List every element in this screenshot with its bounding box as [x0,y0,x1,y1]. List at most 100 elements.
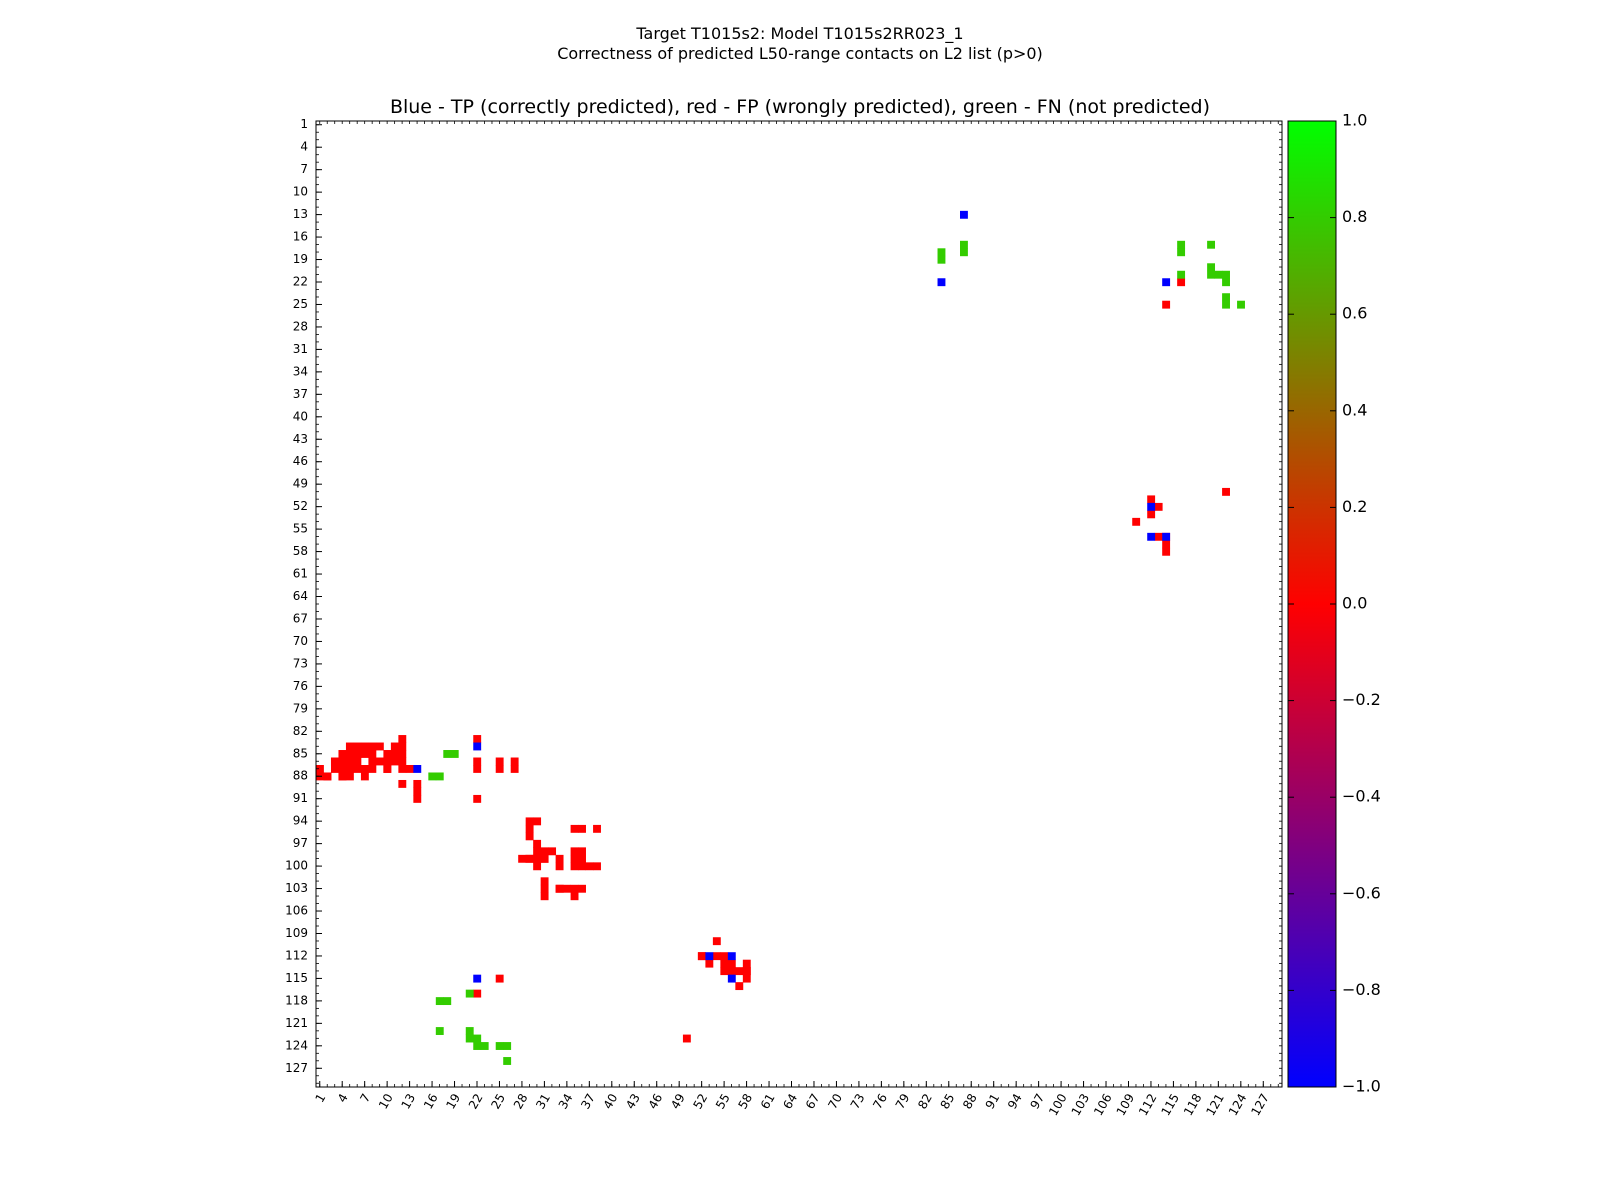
contact-cell-fp [405,765,414,773]
contact-cell-fp [570,892,579,901]
x-tick-label: 31 [533,1091,553,1111]
plot-frame [315,120,1283,1088]
contact-cell-fn [1177,240,1186,249]
contact-cell-fp [495,765,504,773]
contact-cell-fp [570,862,579,871]
x-tick-label: 124 [1226,1091,1250,1118]
contact-cell-tp [705,952,714,961]
contact-cell-fp [338,757,347,766]
x-axis: 1 4 7 10 13 16 19 22 25 28 31 34 37 40 43 46 49 52 55 58 61 6… [312,121,1279,1118]
y-tick-label: 52 [293,499,308,513]
contact-cell-fp [398,779,407,788]
contact-cell-fn [1222,293,1230,302]
contact-cell-fp [360,772,369,781]
colorbar-tick-label: −0.4 [1342,787,1381,806]
contact-cell-fp [682,1034,691,1043]
contact-cell-fp [533,854,542,863]
contact-cell-tp [473,974,482,983]
contact-cell-fp [697,952,706,961]
contact-cell-tp [1162,278,1171,287]
contact-cell-fp [360,750,369,758]
y-tick-label: 121 [285,1016,308,1030]
contact-cell-fp [735,982,744,991]
contact-cell-fp [555,854,564,863]
contact-cell-fp [533,847,542,856]
x-tick-label: 88 [960,1091,980,1111]
contact-cell-fn [428,772,437,781]
contact-cell-fp [533,862,542,871]
contact-cell-fp [360,765,369,773]
contact-cell-fp [383,765,392,773]
contact-cell-fp [323,772,332,781]
y-tick-label: 103 [285,881,308,895]
contact-cell-fp [712,937,721,946]
contact-cell-fp [548,847,557,856]
contact-cell-fp [533,839,542,848]
x-tick-label: 19 [443,1091,463,1111]
contact-cell-fn [503,1042,512,1050]
x-tick-label: 22 [466,1091,486,1111]
contact-cell-fp [712,952,721,961]
x-tick-label: 25 [488,1091,508,1111]
contact-cell-fp [578,884,586,893]
x-tick-label: 97 [1027,1091,1047,1111]
contact-cell-fp [525,824,534,833]
contact-cell-fp [473,757,482,766]
y-tick-label: 79 [293,701,308,715]
x-tick-label: 67 [803,1091,823,1111]
contact-cell-fp [368,765,377,773]
contact-cell-fn [1207,263,1216,272]
x-tick-label: 10 [376,1091,396,1111]
contact-cell-tp [960,210,968,219]
contact-cell-fn [1222,270,1230,279]
y-tick-label: 106 [285,904,308,918]
contact-cell-fp [570,854,579,863]
contact-cell-fn [1222,300,1230,309]
contact-cell-fp [727,967,736,976]
contact-cell-fn [435,997,444,1006]
contact-cell-fn [443,997,452,1006]
y-tick-label: 64 [293,589,308,603]
contact-cell-fp [593,824,601,833]
y-tick-label: 43 [293,432,308,446]
x-tick-label: 121 [1203,1091,1227,1118]
contact-cell-fn [450,750,459,758]
colorbar-tick-label: 0.0 [1342,594,1367,613]
y-tick-label: 37 [293,387,308,401]
contact-cell-fp [390,750,399,758]
contact-cell-fp [593,862,601,871]
contact-cell-tp [1162,532,1171,541]
contact-cell-fn [503,1057,512,1065]
x-tick-label: 73 [848,1091,868,1111]
contact-cell-fn [435,772,444,781]
contact-cell-fp [330,757,339,766]
contact-cell-fp [413,779,422,788]
contact-cell-fp [720,952,729,961]
contact-cell-fp [338,750,347,758]
contact-cell-fn [960,240,968,249]
contact-cell-fp [1162,540,1171,549]
contact-cell-fp [555,862,564,871]
y-tick-label: 73 [293,656,308,670]
contact-cell-fp [398,742,407,751]
x-tick-label: 1 [312,1091,328,1105]
y-tick-label: 13 [293,207,308,221]
contact-cell-fp [383,757,392,766]
x-tick-label: 106 [1091,1091,1115,1118]
contact-cell-fp [563,884,572,893]
contact-cell-fp [345,772,354,781]
contact-cell-fp [1162,547,1171,556]
y-tick-label: 10 [293,185,308,199]
contact-cell-fp [570,884,579,893]
contact-cell-fp [345,742,354,751]
contact-cell-fp [345,757,354,766]
contact-cell-fp [398,735,407,743]
contact-cell-fn [443,750,452,758]
y-tick-label: 118 [285,993,308,1007]
y-tick-label: 97 [293,836,308,850]
y-tick-label: 82 [293,724,308,738]
contact-cell-tp [473,742,482,751]
contact-cell-fp [368,742,377,751]
contact-cell-fp [518,854,527,863]
contact-cell-fp [525,817,534,826]
